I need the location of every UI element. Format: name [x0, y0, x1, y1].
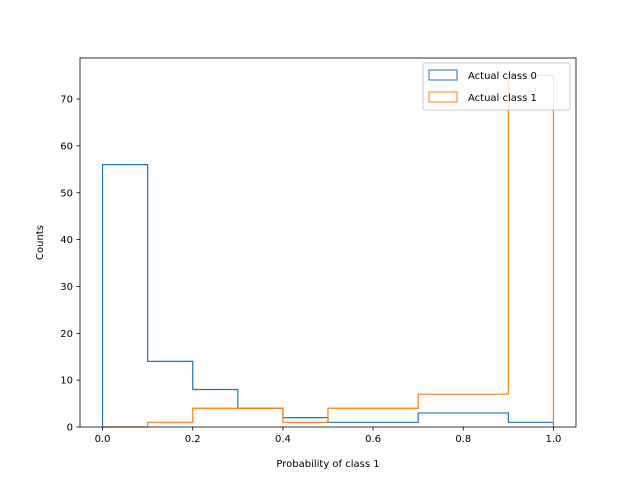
y-tick-label: 0 — [67, 423, 73, 434]
y-tick-label: 40 — [60, 235, 73, 246]
plot-frame — [79, 57, 577, 428]
y-tick-label: 70 — [60, 95, 73, 106]
y-tick-label: 10 — [60, 376, 73, 387]
x-tick-label: 0.6 — [365, 434, 381, 445]
series-layer — [101, 74, 555, 428]
x-tick-label: 0.4 — [275, 434, 291, 445]
x-tick-label: 0.8 — [455, 434, 471, 445]
y-tick-label: 30 — [60, 282, 73, 293]
histogram-series-1 — [102, 74, 555, 428]
legend-swatch — [428, 91, 458, 103]
legend-label: Actual class 1 — [468, 93, 537, 104]
x-tick-label: 0.0 — [95, 434, 111, 445]
legend-entries: Actual class 0 Actual class 1 — [428, 69, 537, 104]
y-tick-label: 20 — [60, 329, 73, 340]
y-axis-label: Counts — [35, 225, 46, 260]
y-axis-ticks: 0 10 20 30 40 50 60 70 — [60, 95, 80, 434]
y-tick-label: 60 — [60, 141, 73, 152]
histogram-series-0 — [101, 164, 555, 427]
x-axis-ticks: 0.0 0.2 0.4 0.6 0.8 1.0 — [95, 427, 562, 445]
legend-box — [422, 62, 571, 111]
legend: Actual class 0 Actual class 1 — [422, 62, 571, 111]
legend-swatch — [428, 69, 458, 81]
x-tick-label: 0.2 — [185, 434, 201, 445]
legend-label: Actual class 0 — [468, 71, 537, 82]
y-tick-label: 50 — [60, 188, 73, 199]
x-axis-label: Probability of class 1 — [276, 459, 379, 470]
x-tick-label: 1.0 — [546, 434, 562, 445]
